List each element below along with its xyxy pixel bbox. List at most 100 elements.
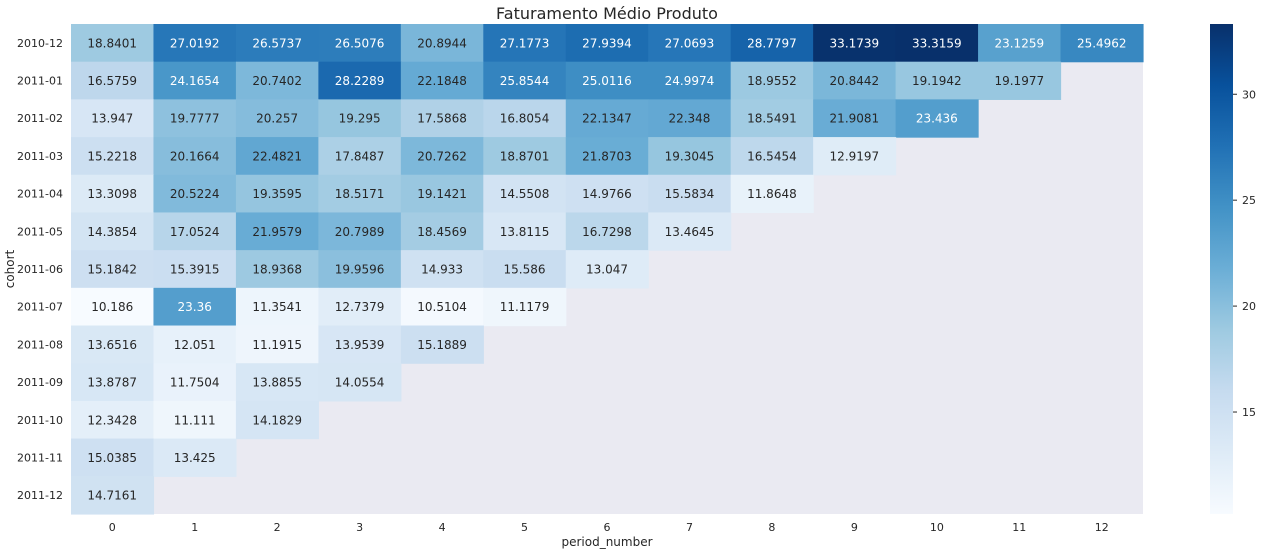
heatmap-cell bbox=[71, 24, 155, 63]
heatmap-cell bbox=[235, 212, 319, 251]
heatmap-cell bbox=[400, 325, 484, 364]
cell-value-label: 11.1179 bbox=[500, 300, 550, 314]
cell-value-label: 15.5834 bbox=[665, 187, 715, 201]
cell-value-label: 15.0385 bbox=[87, 451, 137, 465]
heatmap-cell bbox=[71, 174, 155, 214]
y-tick-label: 2011-09 bbox=[17, 376, 63, 389]
heatmap-cell bbox=[71, 61, 155, 100]
heatmap-cell bbox=[153, 325, 237, 364]
heatmap-cell bbox=[235, 325, 319, 364]
x-tick-labels: 0 1 2 3 4 5 6 7 8 9 10 11 12 bbox=[109, 521, 1109, 534]
cell-value-label: 14.3854 bbox=[87, 225, 137, 239]
heatmap-cell bbox=[895, 61, 979, 100]
heatmap-cells: 18.8401 27.0192 26.5737 26.5076 20.8944 27.17… bbox=[71, 24, 1144, 515]
cell-value-label: 15.1889 bbox=[417, 338, 467, 352]
heatmap-cell bbox=[648, 212, 732, 251]
y-axis-label: cohort bbox=[3, 249, 17, 288]
heatmap-cell bbox=[318, 61, 402, 100]
x-tick-label: 2 bbox=[274, 521, 281, 534]
cell-value-label: 18.9368 bbox=[252, 262, 302, 276]
heatmap-cell bbox=[71, 363, 155, 402]
heatmap-cell bbox=[895, 99, 979, 138]
cell-value-label: 26.5737 bbox=[252, 36, 302, 50]
heatmap-cell bbox=[483, 250, 567, 289]
cell-value-label: 24.9974 bbox=[665, 74, 715, 88]
cell-value-label: 14.5508 bbox=[500, 187, 550, 201]
x-tick-label: 11 bbox=[1012, 521, 1026, 534]
heatmap-cell bbox=[153, 363, 237, 402]
heatmap-cell bbox=[153, 438, 237, 477]
heatmap-cell bbox=[318, 99, 402, 138]
cell-value-label: 18.9552 bbox=[747, 74, 797, 88]
cell-value-label: 11.111 bbox=[174, 413, 216, 427]
heatmap-cell bbox=[483, 287, 567, 327]
cell-value-label: 27.0192 bbox=[170, 36, 220, 50]
cell-value-label: 22.1848 bbox=[417, 74, 467, 88]
cell-value-label: 16.5454 bbox=[747, 149, 797, 163]
cell-value-label: 24.1654 bbox=[170, 74, 220, 88]
heatmap-cell bbox=[71, 137, 155, 176]
heatmap-cell bbox=[648, 24, 732, 63]
y-tick-label: 2011-05 bbox=[17, 225, 63, 238]
cell-value-label: 17.0524 bbox=[170, 225, 220, 239]
y-tick-label: 2011-11 bbox=[17, 451, 63, 464]
cell-value-label: 20.257 bbox=[256, 112, 298, 126]
x-tick-label: 9 bbox=[851, 521, 858, 534]
cell-value-label: 25.8544 bbox=[500, 74, 550, 88]
cell-value-label: 19.9596 bbox=[335, 262, 385, 276]
heatmap-cell bbox=[565, 212, 649, 251]
heatmap-cell bbox=[648, 61, 732, 100]
x-tick-label: 1 bbox=[191, 521, 198, 534]
heatmap-cell bbox=[153, 24, 237, 63]
cell-value-label: 15.586 bbox=[504, 262, 546, 276]
heatmap-cell bbox=[153, 287, 237, 327]
x-tick-label: 7 bbox=[686, 521, 693, 534]
heatmap-cell bbox=[153, 174, 237, 214]
heatmap-cell bbox=[400, 137, 484, 176]
heatmap-cell bbox=[400, 61, 484, 100]
cell-value-label: 19.3045 bbox=[665, 149, 715, 163]
x-tick-label: 6 bbox=[603, 521, 610, 534]
y-tick-label: 2011-06 bbox=[17, 263, 63, 276]
cell-value-label: 14.933 bbox=[421, 262, 463, 276]
cell-value-label: 27.9394 bbox=[582, 36, 632, 50]
cell-value-label: 20.7402 bbox=[252, 74, 302, 88]
heatmap-cell bbox=[235, 250, 319, 289]
cell-value-label: 23.1259 bbox=[994, 36, 1044, 50]
heatmap-cell bbox=[483, 24, 567, 63]
heatmap-cell bbox=[318, 24, 402, 63]
heatmap-cell bbox=[400, 99, 484, 138]
cell-value-label: 21.9081 bbox=[830, 112, 880, 126]
cell-value-label: 12.9197 bbox=[830, 149, 880, 163]
y-tick-labels: 2010-12 2011-01 2011-02 2011-03 2011-04 2011-… bbox=[17, 37, 63, 502]
cell-value-label: 13.3098 bbox=[87, 187, 137, 201]
cell-value-label: 19.1977 bbox=[994, 74, 1044, 88]
colorbar-tick-label: 15 bbox=[1242, 406, 1256, 419]
heatmap-cell bbox=[318, 212, 402, 251]
cell-value-label: 13.425 bbox=[174, 451, 216, 465]
cell-value-label: 33.1739 bbox=[830, 36, 880, 50]
cell-value-label: 20.1664 bbox=[170, 149, 220, 163]
heatmap-cell bbox=[235, 137, 319, 176]
x-tick-label: 8 bbox=[768, 521, 775, 534]
y-tick-label: 2010-12 bbox=[17, 37, 63, 50]
cell-value-label: 22.348 bbox=[668, 112, 710, 126]
x-axis-label: period_number bbox=[561, 535, 652, 549]
cell-value-label: 18.8401 bbox=[87, 36, 137, 50]
heatmap-cell bbox=[730, 174, 814, 214]
cell-value-label: 15.2218 bbox=[87, 149, 137, 163]
x-tick-label: 0 bbox=[109, 521, 116, 534]
heatmap-cell bbox=[71, 325, 155, 364]
cell-value-label: 10.5104 bbox=[417, 300, 467, 314]
heatmap-cell bbox=[730, 61, 814, 100]
heatmap-cell bbox=[318, 250, 402, 289]
x-tick-label: 12 bbox=[1095, 521, 1109, 534]
cell-value-label: 18.4569 bbox=[417, 225, 467, 239]
heatmap-cell bbox=[1060, 24, 1144, 63]
heatmap-cell bbox=[813, 137, 897, 176]
cell-value-label: 20.8442 bbox=[830, 74, 880, 88]
heatmap-cell bbox=[153, 400, 237, 440]
cell-value-label: 11.3541 bbox=[252, 300, 302, 314]
heatmap-cell bbox=[71, 400, 155, 440]
